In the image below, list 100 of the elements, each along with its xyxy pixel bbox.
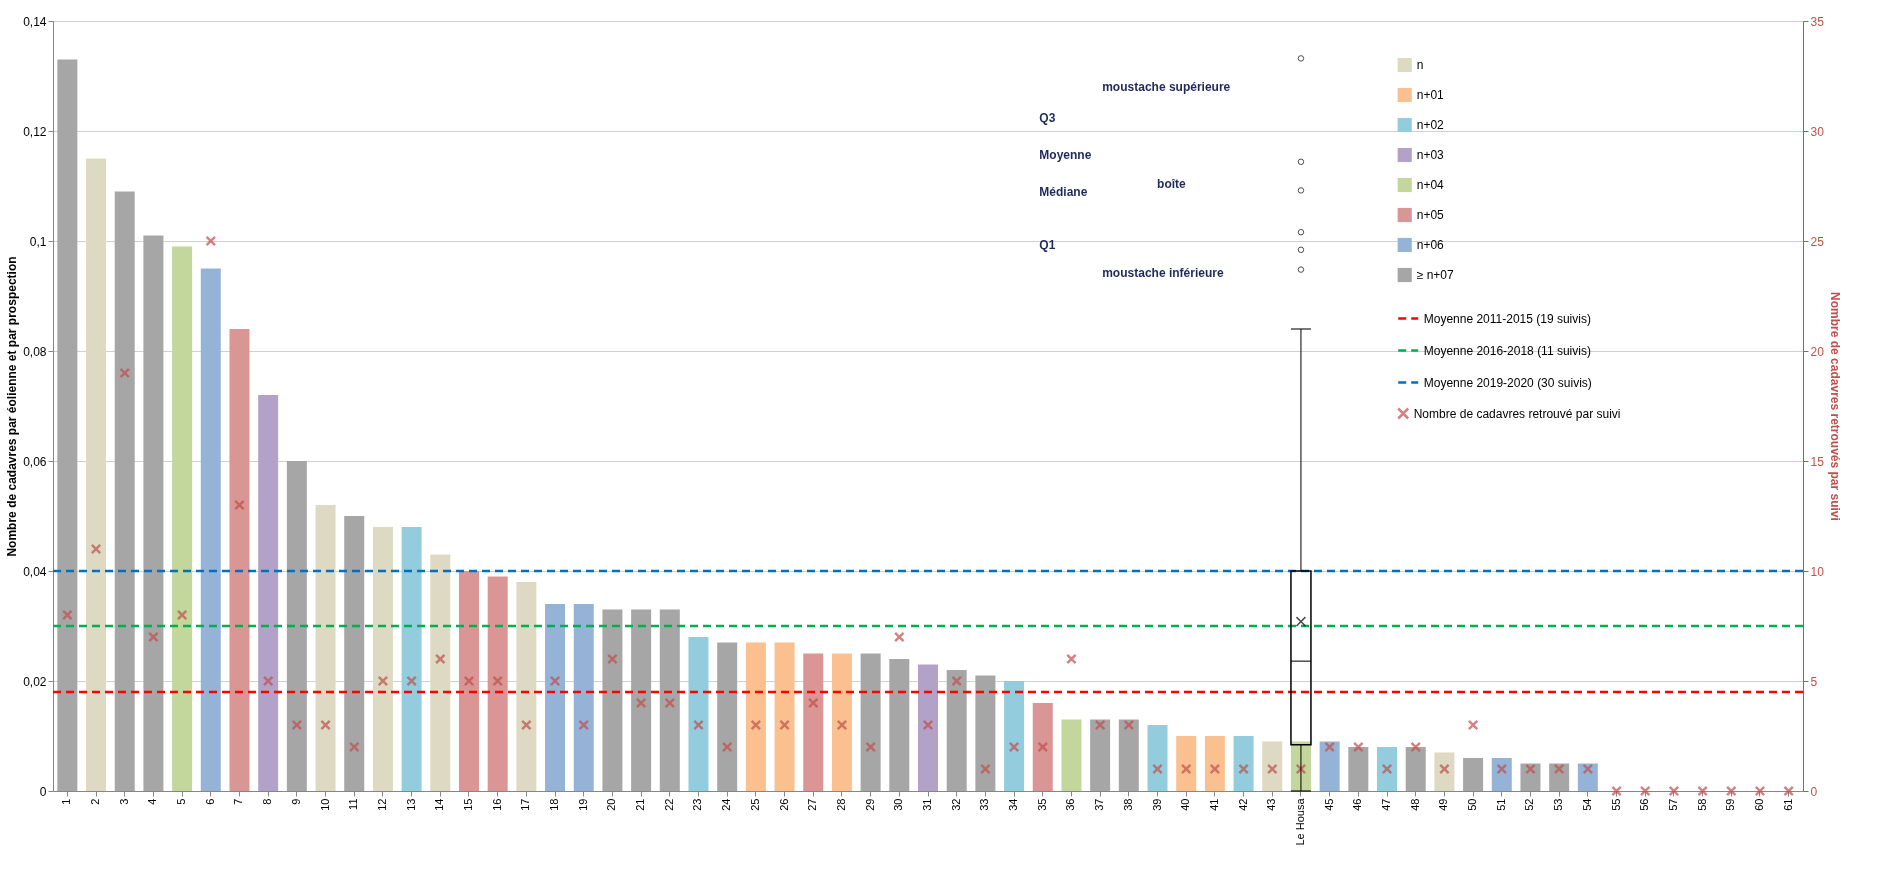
x-tick-label: 58: [1695, 798, 1708, 811]
bar: [889, 659, 910, 791]
bar: [1032, 703, 1053, 791]
x-tick-label: 27: [806, 798, 819, 811]
bar: [286, 461, 307, 791]
x-tick-label: 37: [1093, 798, 1106, 811]
bar: [372, 527, 393, 791]
bar: [430, 554, 451, 791]
bar: [114, 191, 135, 791]
bar: [143, 235, 164, 791]
legend-label: n+04: [1416, 178, 1445, 192]
x-tick-label: 55: [1609, 798, 1622, 811]
x-tick-label: 28: [834, 798, 847, 811]
annotation: Q1: [1039, 237, 1056, 252]
x-tick-label: 19: [576, 798, 589, 811]
x-tick-label: 14: [433, 798, 446, 811]
bar: [1262, 741, 1283, 791]
bar: [1147, 725, 1168, 791]
x-tick-label: 42: [1236, 798, 1249, 811]
x-tick-label: 54: [1580, 798, 1593, 811]
bar: [1090, 719, 1111, 791]
y-tick-label: 0: [39, 784, 47, 799]
x-tick-label: 18: [548, 798, 561, 811]
legend-label: Moyenne 2016-2018 (11 suivis): [1423, 343, 1591, 358]
x-tick-label: 49: [1437, 798, 1450, 811]
x-tick-label: 25: [748, 798, 761, 811]
x-tick-label: 35: [1035, 798, 1048, 811]
legend-label: n+03: [1416, 148, 1445, 162]
x-tick-label: 24: [720, 798, 733, 811]
x-tick-label: 20: [605, 798, 618, 811]
x-tick-label: 1: [60, 798, 73, 805]
bar: [860, 653, 881, 791]
y2-tick-label: 30: [1810, 124, 1825, 139]
x-tick-label: 56: [1638, 798, 1651, 811]
y2-tick-label: 15: [1810, 454, 1825, 469]
legend-label: ≥ n+07: [1416, 268, 1454, 282]
annotation: boîte: [1157, 176, 1187, 191]
bar: [975, 675, 996, 791]
y-tick-label: 0,1: [29, 234, 47, 249]
x-tick-label: 33: [978, 798, 991, 811]
x-tick-label: 2: [89, 798, 102, 805]
bar: [831, 653, 852, 791]
x-tick-label: 10: [318, 798, 331, 811]
bar: [1319, 741, 1340, 791]
x-tick-label: 34: [1007, 798, 1020, 811]
x-tick-label: 12: [375, 798, 388, 811]
annotation: moustache supérieure: [1102, 79, 1231, 94]
y-tick-label: 0,02: [23, 674, 47, 689]
x-tick-label: 52: [1523, 798, 1536, 811]
bar: [315, 505, 336, 791]
bar: [258, 395, 279, 791]
y-tick-label: 0,04: [23, 564, 47, 579]
bar: [745, 642, 766, 791]
x-tick-label: 21: [634, 798, 647, 811]
legend-label: n+05: [1416, 208, 1445, 222]
bar: [602, 609, 623, 791]
bar: [946, 670, 967, 791]
bar: [918, 664, 938, 791]
y2-tick-label: 0: [1810, 784, 1818, 799]
annotation: Moyenne: [1039, 148, 1092, 163]
x-tick-label: 59: [1724, 798, 1737, 811]
x-tick-label: 9: [289, 798, 302, 805]
x-tick-label: 22: [662, 798, 675, 811]
bar: [344, 516, 365, 791]
y2-tick-label: 10: [1810, 564, 1825, 579]
x-tick-label: 41: [1207, 798, 1220, 811]
bar: [631, 609, 652, 791]
x-tick-label: 17: [519, 798, 532, 811]
x-tick-label: 13: [404, 798, 417, 811]
x-tick-label: 29: [863, 798, 876, 811]
bar: [1405, 747, 1426, 791]
y2-tick-label: 5: [1810, 674, 1818, 689]
bar: [1348, 747, 1369, 791]
bar: [659, 609, 680, 791]
legend-label: n+06: [1416, 238, 1445, 252]
x-tick-label: 43: [1265, 798, 1278, 811]
x-tick-label: 53: [1552, 798, 1565, 811]
y-tick-label: 0,12: [23, 124, 47, 139]
bar: [717, 642, 738, 791]
bar: [200, 268, 221, 791]
bar: [1549, 763, 1570, 791]
bar: [86, 158, 107, 791]
x-tick-label: 6: [203, 798, 216, 805]
bar: [1204, 736, 1225, 791]
bar: [1520, 763, 1541, 791]
legend-label: Moyenne 2011-2015 (19 suivis): [1423, 311, 1591, 326]
bar: [229, 329, 250, 791]
bar: [1118, 719, 1139, 791]
bar: [172, 246, 193, 791]
bar: [1061, 719, 1082, 791]
x-tick-label: 45: [1322, 798, 1335, 811]
x-tick-label: 3: [117, 798, 130, 805]
x-tick-label: 36: [1064, 798, 1077, 811]
y-axis-title: Nombre de cadavres par éolienne et par prospection: [5, 256, 20, 557]
bar: [458, 571, 479, 791]
legend-label: n+02: [1416, 118, 1445, 132]
x-tick-label: 31: [921, 798, 933, 811]
legend-label: n: [1416, 58, 1424, 72]
bar: [545, 604, 566, 791]
bar: [1491, 758, 1512, 791]
